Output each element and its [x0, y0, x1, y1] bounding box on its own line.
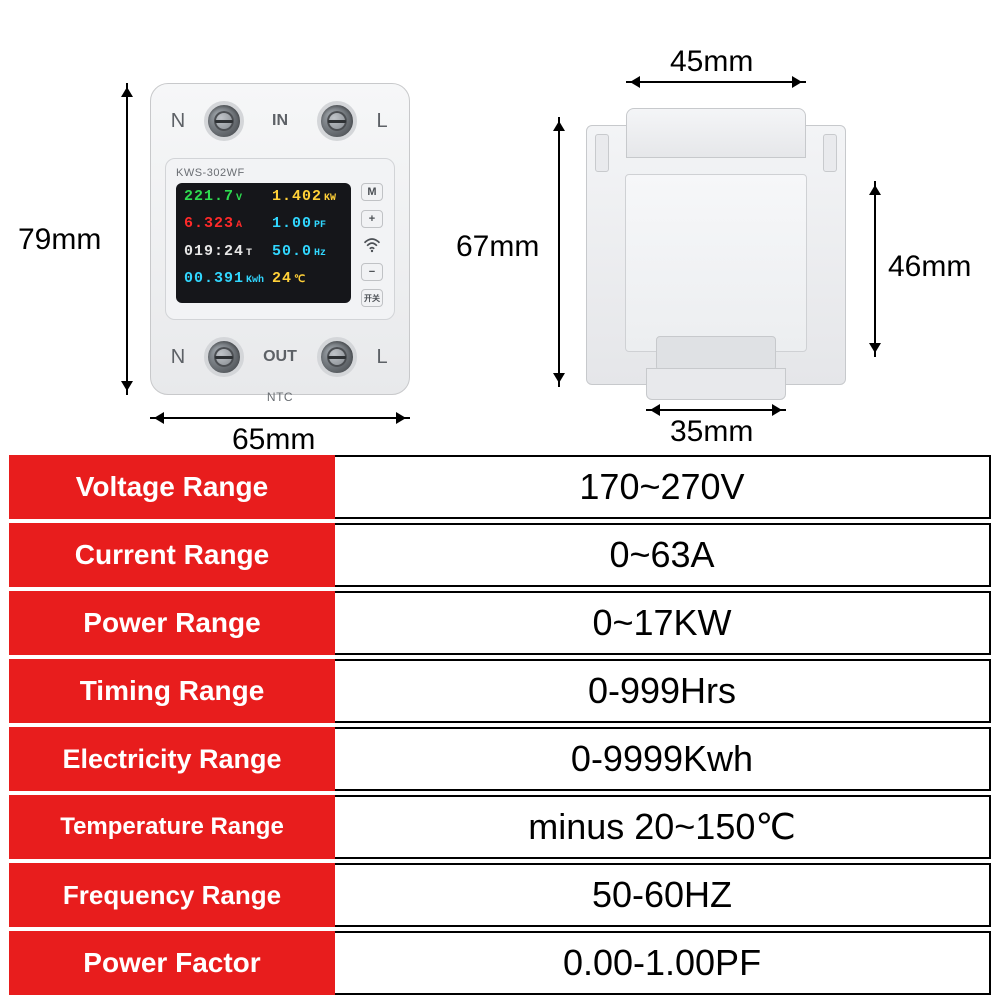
lcd-screen: 221.7V 1.402KW 6.323A 1.00PF 019:24T 50.0Hz 00…	[176, 183, 351, 303]
screw-icon	[204, 337, 244, 377]
dim-front-width: 65mm	[232, 423, 315, 457]
row-badge-out: OUT	[260, 348, 300, 366]
diagram-area: N IN L KWS-302WF 221.7V 1.402KW 6.323A 1.00…	[0, 55, 1000, 450]
lcd-frame: KWS-302WF 221.7V 1.402KW 6.323A 1.00PF 019:2…	[165, 158, 395, 320]
dim-side-left: 67mm	[456, 230, 539, 264]
terminal-label-n-out: N	[169, 346, 187, 369]
screw-icon	[204, 101, 244, 141]
table-row: Timing Range0-999Hrs	[9, 659, 991, 723]
lcd-segment: 6.323A	[184, 216, 264, 242]
spec-value: 0~63A	[335, 523, 991, 587]
table-row: Current Range0~63A	[9, 523, 991, 587]
lcd-unit: PF	[314, 220, 326, 231]
table-row: Temperature Rangeminus 20~150℃	[9, 795, 991, 859]
lcd-unit: KW	[324, 193, 336, 204]
lcd-value: 221.7	[184, 189, 234, 206]
spec-label: Temperature Range	[9, 795, 335, 859]
lcd-unit: T	[246, 248, 252, 259]
terminal-row-out: N OUT L NTC	[151, 324, 409, 390]
dim-side-bottom: 35mm	[670, 415, 753, 449]
table-row: Power Factor0.00-1.00PF	[9, 931, 991, 995]
lcd-unit: ℃	[294, 275, 305, 286]
lcd-value: 00.391	[184, 271, 244, 288]
device-model: KWS-302WF	[176, 167, 384, 179]
spec-label: Timing Range	[9, 659, 335, 723]
screw-icon	[317, 101, 357, 141]
spec-label: Power Factor	[9, 931, 335, 995]
lcd-value: 24	[272, 271, 292, 288]
spec-value: 50-60HZ	[335, 863, 991, 927]
lcd-unit: V	[236, 193, 242, 204]
spec-value: 0.00-1.00PF	[335, 931, 991, 995]
row-sub-ntc: NTC	[151, 390, 409, 404]
spec-value: 0-999Hrs	[335, 659, 991, 723]
dim-line-icon	[150, 417, 410, 419]
lcd-segment: 1.00PF	[272, 216, 343, 242]
spec-label: Voltage Range	[9, 455, 335, 519]
row-badge-in: IN	[260, 112, 300, 130]
dim-line-icon	[126, 83, 128, 395]
menu-button[interactable]: M	[361, 183, 383, 201]
side-rail-top	[626, 108, 806, 158]
lcd-segment: 1.402KW	[272, 189, 343, 215]
side-rail-bottom	[646, 368, 786, 400]
device-side	[586, 125, 846, 385]
spec-label: Electricity Range	[9, 727, 335, 791]
terminal-row-in: N IN L	[151, 88, 409, 154]
lcd-segment: 00.391Kwh	[184, 271, 264, 297]
dim-line-icon	[626, 81, 806, 83]
lcd-value: 6.323	[184, 216, 234, 233]
side-inner-block	[625, 174, 807, 352]
dim-side-top: 45mm	[670, 45, 753, 79]
dim-line-icon	[646, 409, 786, 411]
spec-label: Power Range	[9, 591, 335, 655]
lcd-value: 1.402	[272, 189, 322, 206]
dim-line-icon	[874, 181, 876, 357]
lcd-value: 1.00	[272, 216, 312, 233]
spec-label: Current Range	[9, 523, 335, 587]
plus-button[interactable]: +	[361, 210, 383, 228]
spec-value: 170~270V	[335, 455, 991, 519]
terminal-label-l-out: L	[373, 346, 391, 369]
lcd-segment: 221.7V	[184, 189, 264, 215]
table-row: Power Range0~17KW	[9, 591, 991, 655]
terminal-label-l-in: L	[373, 110, 391, 133]
dim-front-height: 79mm	[18, 223, 101, 257]
spec-value: 0-9999Kwh	[335, 727, 991, 791]
lcd-value: 019:24	[184, 244, 244, 261]
wifi-icon	[361, 236, 383, 254]
table-row: Voltage Range170~270V	[9, 455, 991, 519]
spec-value: minus 20~150℃	[335, 795, 991, 859]
lcd-unit: Kwh	[246, 275, 264, 286]
spec-value: 0~17KW	[335, 591, 991, 655]
dim-line-icon	[558, 117, 560, 387]
terminal-label-n-in: N	[169, 110, 187, 133]
spec-label: Frequency Range	[9, 863, 335, 927]
lcd-segment: 50.0Hz	[272, 244, 343, 270]
lcd-segment: 019:24T	[184, 244, 264, 270]
lcd-unit: Hz	[314, 248, 326, 259]
power-button[interactable]: 开关	[361, 289, 383, 307]
lcd-segment: 24℃	[272, 271, 343, 297]
table-row: Frequency Range50-60HZ	[9, 863, 991, 927]
minus-button[interactable]: −	[361, 263, 383, 281]
table-row: Electricity Range0-9999Kwh	[9, 727, 991, 791]
device-front: N IN L KWS-302WF 221.7V 1.402KW 6.323A 1.00…	[150, 83, 410, 395]
screw-icon	[317, 337, 357, 377]
side-buttons: M + − 开关	[360, 183, 384, 307]
lcd-value: 50.0	[272, 244, 312, 261]
lcd-unit: A	[236, 220, 242, 231]
spec-table: Voltage Range170~270VCurrent Range0~63AP…	[9, 455, 991, 999]
dim-side-right: 46mm	[888, 250, 971, 284]
